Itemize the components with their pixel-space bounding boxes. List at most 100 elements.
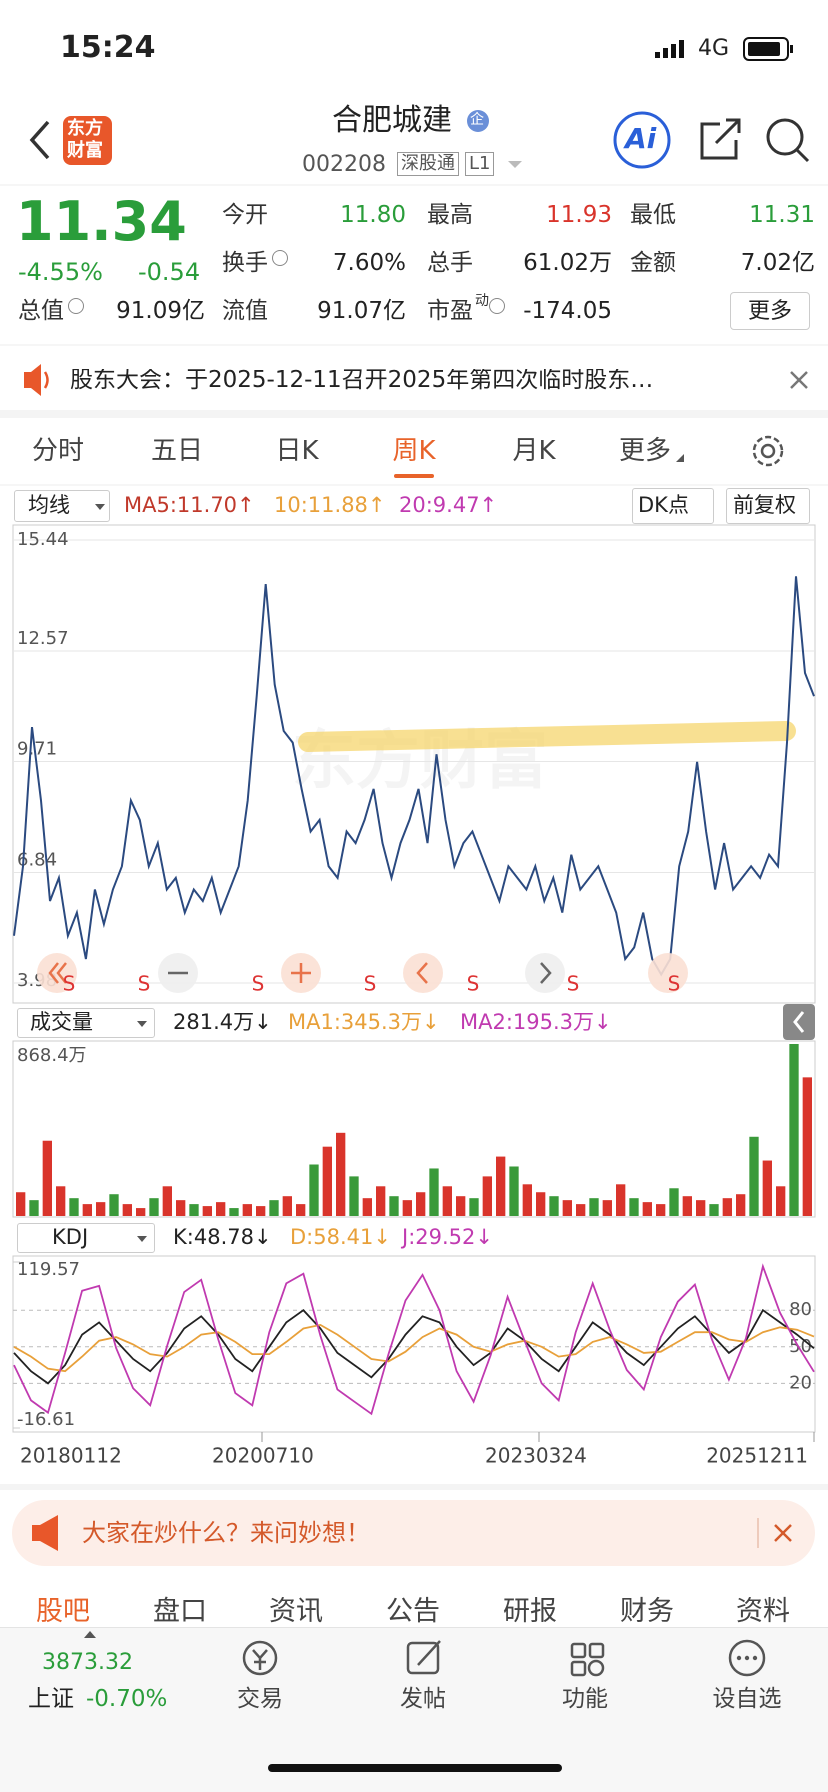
- legend-item: 20:9.47↑: [399, 493, 498, 517]
- tab[interactable]: 日K: [275, 436, 319, 466]
- volume-bar: [282, 1196, 292, 1216]
- selector-box[interactable]: [17, 1008, 155, 1038]
- tab[interactable]: 月K: [512, 436, 556, 466]
- price-line: [13, 576, 815, 977]
- bottom-tab[interactable]: 研报: [503, 1596, 557, 1627]
- legend-item: 281.4万↓: [173, 1010, 272, 1034]
- control-icon: [48, 962, 59, 984]
- date-label: 20230324: [485, 1444, 587, 1468]
- more-button[interactable]: 更多: [730, 292, 810, 330]
- volume-chart-frame: [12, 1040, 816, 1218]
- y-tick-label: 15.44: [17, 529, 69, 550]
- tag: 深股通: [397, 152, 459, 176]
- tab[interactable]: 更多: [618, 436, 671, 466]
- notice[interactable]: 股东大会：于2025-12-11召开2025年第四次临时股东…: [70, 369, 654, 392]
- button-box[interactable]: [726, 488, 810, 524]
- volume-bar: [96, 1202, 106, 1216]
- tab-underline: [394, 474, 434, 478]
- volume-bar: [736, 1194, 746, 1216]
- bottom-tab[interactable]: 资料: [736, 1596, 790, 1627]
- date-label: 20200710: [212, 1444, 314, 1468]
- volume-bar: [602, 1200, 612, 1216]
- volume-bar: [469, 1198, 479, 1216]
- stock-title: 合肥城建: [332, 103, 452, 138]
- index-name[interactable]: 上证: [28, 1686, 74, 1712]
- signal-marker: S: [63, 972, 76, 996]
- battery-level: [748, 42, 780, 56]
- field-label: 总值: [18, 298, 64, 324]
- chart-control[interactable]: [403, 953, 443, 993]
- close-icon[interactable]: [790, 371, 808, 389]
- volume-bar: [802, 1077, 812, 1216]
- bottom-tab[interactable]: 股吧: [36, 1596, 90, 1627]
- fav-icon: [752, 1655, 758, 1661]
- selector-box[interactable]: [14, 490, 110, 522]
- bottom-tab[interactable]: 盘口: [153, 1596, 207, 1627]
- index-value[interactable]: 3873.32: [42, 1650, 133, 1675]
- volume-bar: [589, 1198, 599, 1216]
- volume-bar: [69, 1198, 79, 1216]
- banner-bg[interactable]: [12, 1500, 815, 1566]
- price-chart-frame: [12, 524, 816, 1004]
- dk-button[interactable]: DK点: [638, 493, 689, 517]
- volume-selector[interactable]: 成交量: [30, 1010, 93, 1034]
- tab[interactable]: 五日: [150, 436, 203, 466]
- volume-bar: [776, 1186, 786, 1216]
- settings-icon[interactable]: [752, 435, 784, 467]
- legend-item: J:29.52↓: [402, 1225, 493, 1249]
- tab[interactable]: 周K: [392, 436, 436, 466]
- y2-tick-label: 80: [789, 1299, 812, 1320]
- banner-text[interactable]: 大家在炒什么？来问妙想！: [82, 1519, 370, 1547]
- status-network: 4G: [698, 36, 730, 61]
- volume-bar: [162, 1186, 172, 1216]
- back-icon[interactable]: [29, 120, 50, 160]
- bottom-tab[interactable]: 公告: [386, 1596, 440, 1627]
- volume-bar: [149, 1198, 159, 1216]
- change: -0.54: [138, 258, 201, 286]
- collapse-button[interactable]: [783, 1004, 815, 1040]
- field-sup: 动: [475, 293, 489, 309]
- button-box[interactable]: [632, 488, 714, 524]
- post-icon: [417, 1640, 441, 1666]
- y2-tick-label: 20: [789, 1372, 812, 1393]
- badge: 企: [470, 112, 484, 128]
- volume-bar: [442, 1186, 452, 1216]
- ma-selector[interactable]: 均线: [28, 493, 70, 517]
- tab[interactable]: 分时: [31, 436, 84, 466]
- adjust-button[interactable]: 前复权: [733, 493, 796, 517]
- share-icon[interactable]: [700, 118, 741, 160]
- bottom-tab[interactable]: 资讯: [269, 1596, 323, 1627]
- kdj-selector[interactable]: KDJ: [52, 1225, 89, 1249]
- volume-bar: [429, 1168, 439, 1216]
- volume-bar: [109, 1194, 119, 1216]
- spacer: [0, 410, 828, 418]
- chart-control[interactable]: [648, 953, 688, 993]
- field-value: 61.02万: [523, 250, 612, 276]
- banner-close[interactable]: [774, 1524, 792, 1542]
- legend-item: 10:11.88↑: [274, 493, 386, 517]
- func-icon: [570, 1660, 587, 1677]
- volume-bar: [749, 1136, 759, 1216]
- nav-item[interactable]: 交易: [237, 1686, 283, 1712]
- selector-box[interactable]: [17, 1223, 155, 1253]
- nav-item[interactable]: 设自选: [712, 1686, 782, 1712]
- collapse-icon[interactable]: [793, 1011, 805, 1033]
- volume-bar: [402, 1200, 412, 1216]
- highlight: [298, 721, 796, 752]
- nav-item[interactable]: 发帖: [400, 1686, 446, 1712]
- volume-bar: [509, 1166, 519, 1216]
- ai-icon[interactable]: [613, 111, 671, 169]
- index-change[interactable]: -0.70%: [86, 1686, 168, 1712]
- volume-bar: [789, 1044, 799, 1216]
- search-icon[interactable]: [766, 118, 810, 163]
- dropdown-icon[interactable]: [508, 161, 522, 168]
- volume-bar: [696, 1200, 706, 1216]
- volume-bar: [29, 1200, 39, 1216]
- nav-item[interactable]: 功能: [562, 1686, 608, 1712]
- ai-text[interactable]: Ai: [625, 122, 657, 155]
- chart-control[interactable]: [525, 953, 565, 993]
- volume-bar: [376, 1186, 386, 1216]
- bottom-tab[interactable]: 财务: [620, 1596, 674, 1627]
